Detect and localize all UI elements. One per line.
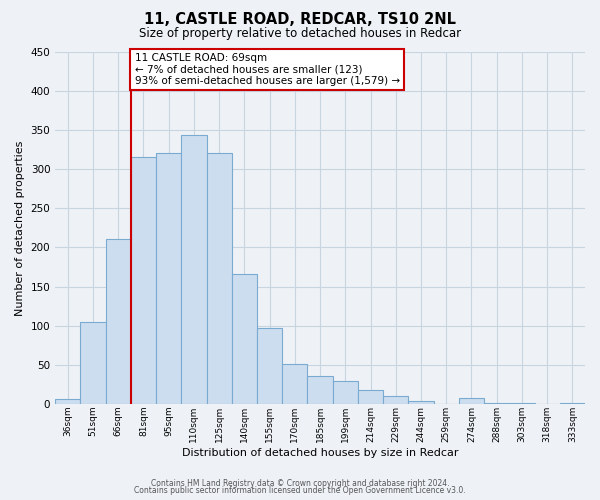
Bar bbox=[106, 239, 131, 404]
Bar bbox=[459, 398, 484, 404]
Bar bbox=[232, 274, 257, 404]
Text: 11 CASTLE ROAD: 69sqm
← 7% of detached houses are smaller (123)
93% of semi-deta: 11 CASTLE ROAD: 69sqm ← 7% of detached h… bbox=[134, 53, 400, 86]
Bar bbox=[282, 364, 307, 404]
Bar bbox=[560, 402, 585, 404]
Bar bbox=[206, 154, 232, 404]
Bar bbox=[80, 322, 106, 404]
Bar bbox=[131, 158, 156, 404]
Bar bbox=[307, 376, 332, 404]
Text: Size of property relative to detached houses in Redcar: Size of property relative to detached ho… bbox=[139, 28, 461, 40]
Bar bbox=[257, 328, 282, 404]
Bar bbox=[181, 134, 206, 404]
Bar bbox=[409, 401, 434, 404]
Bar bbox=[156, 154, 181, 404]
Text: Contains HM Land Registry data © Crown copyright and database right 2024.: Contains HM Land Registry data © Crown c… bbox=[151, 478, 449, 488]
Y-axis label: Number of detached properties: Number of detached properties bbox=[15, 140, 25, 316]
Bar bbox=[332, 380, 358, 404]
Bar bbox=[55, 398, 80, 404]
Bar bbox=[484, 402, 509, 404]
Bar bbox=[358, 390, 383, 404]
X-axis label: Distribution of detached houses by size in Redcar: Distribution of detached houses by size … bbox=[182, 448, 458, 458]
Text: Contains public sector information licensed under the Open Government Licence v3: Contains public sector information licen… bbox=[134, 486, 466, 495]
Bar bbox=[383, 396, 409, 404]
Text: 11, CASTLE ROAD, REDCAR, TS10 2NL: 11, CASTLE ROAD, REDCAR, TS10 2NL bbox=[144, 12, 456, 28]
